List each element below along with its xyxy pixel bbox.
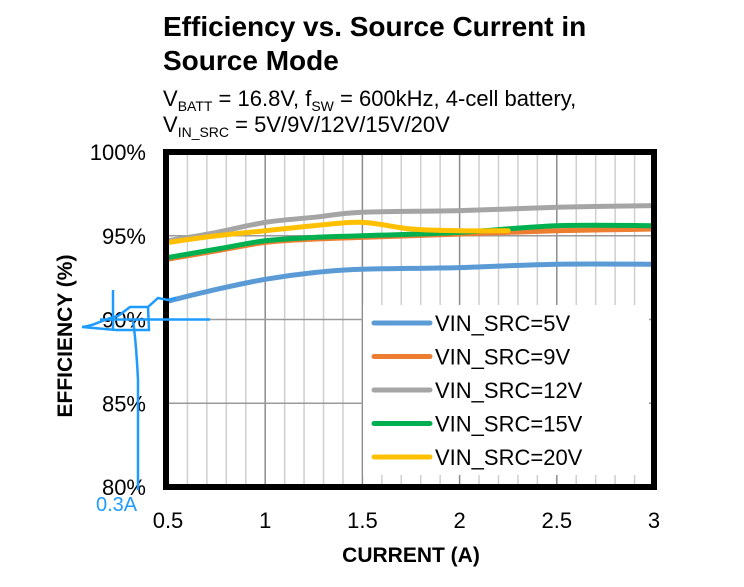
x-tick-label: 0.5 <box>153 508 184 533</box>
y-tick-label: 85% <box>102 391 146 416</box>
series-line-vin-src-15v <box>165 222 657 261</box>
subtitle-part: = 600kHz, 4-cell battery, <box>333 86 577 111</box>
subtitle-part: = 16.8V, f <box>212 86 312 111</box>
legend-label: VIN_SRC=12V <box>435 378 583 403</box>
chart-title: Efficiency vs. Source Current in Source … <box>163 10 586 78</box>
subtitle-part: V <box>163 112 178 137</box>
y-tick-label: 100% <box>90 140 146 165</box>
legend: VIN_SRC=5V VIN_SRC=9V VIN_SRC=12V VIN_SRC=1… <box>363 305 649 475</box>
series-lines <box>165 203 657 304</box>
x-tick-label: 1 <box>259 508 271 533</box>
legend-label: VIN_SRC=5V <box>435 311 570 336</box>
subtitle-part: BATT <box>177 98 213 114</box>
subtitle-part: SW <box>311 98 334 114</box>
subtitle-part: V <box>163 86 178 111</box>
subtitle-part: = 5V/9V/12V/15V/20V <box>229 112 450 137</box>
series-line-vin-src-12v <box>165 203 657 244</box>
annotation-stroke <box>147 296 177 308</box>
chart-title-line-1: Efficiency vs. Source Current in <box>163 11 587 42</box>
hand-annotation: 0.3A <box>81 290 210 516</box>
chart-title-line-2: Source Mode <box>163 45 339 76</box>
x-tick-labels: 0.5 1 1.5 2 2.5 3 <box>153 508 660 533</box>
annotation-vline <box>131 320 140 490</box>
y-axis-title: EFFICIENCY (%) <box>54 255 77 418</box>
x-tick-label: 2 <box>453 508 465 533</box>
x-tick-label: 1.5 <box>347 508 378 533</box>
legend-label: VIN_SRC=15V <box>435 412 583 437</box>
x-axis-title: CURRENT (A) <box>342 544 480 567</box>
annotation-label: 0.3A <box>96 494 138 516</box>
chart-subtitle-line-1: VBATT = 16.8V, fSW = 600kHz, 4-cell batt… <box>163 86 577 114</box>
series-line-vin-src-20v <box>165 219 511 245</box>
series-line-vin-src-5v <box>165 261 657 304</box>
x-tick-label: 3 <box>648 508 660 533</box>
legend-label: VIN_SRC=9V <box>435 345 570 370</box>
x-tick-label: 2.5 <box>542 508 573 533</box>
chart-subtitle-line-2: VIN_SRC = 5V/9V/12V/15V/20V <box>163 112 450 140</box>
y-tick-label: 95% <box>102 224 146 249</box>
legend-label: VIN_SRC=20V <box>435 445 583 470</box>
subtitle-part: IN_SRC <box>177 124 230 140</box>
